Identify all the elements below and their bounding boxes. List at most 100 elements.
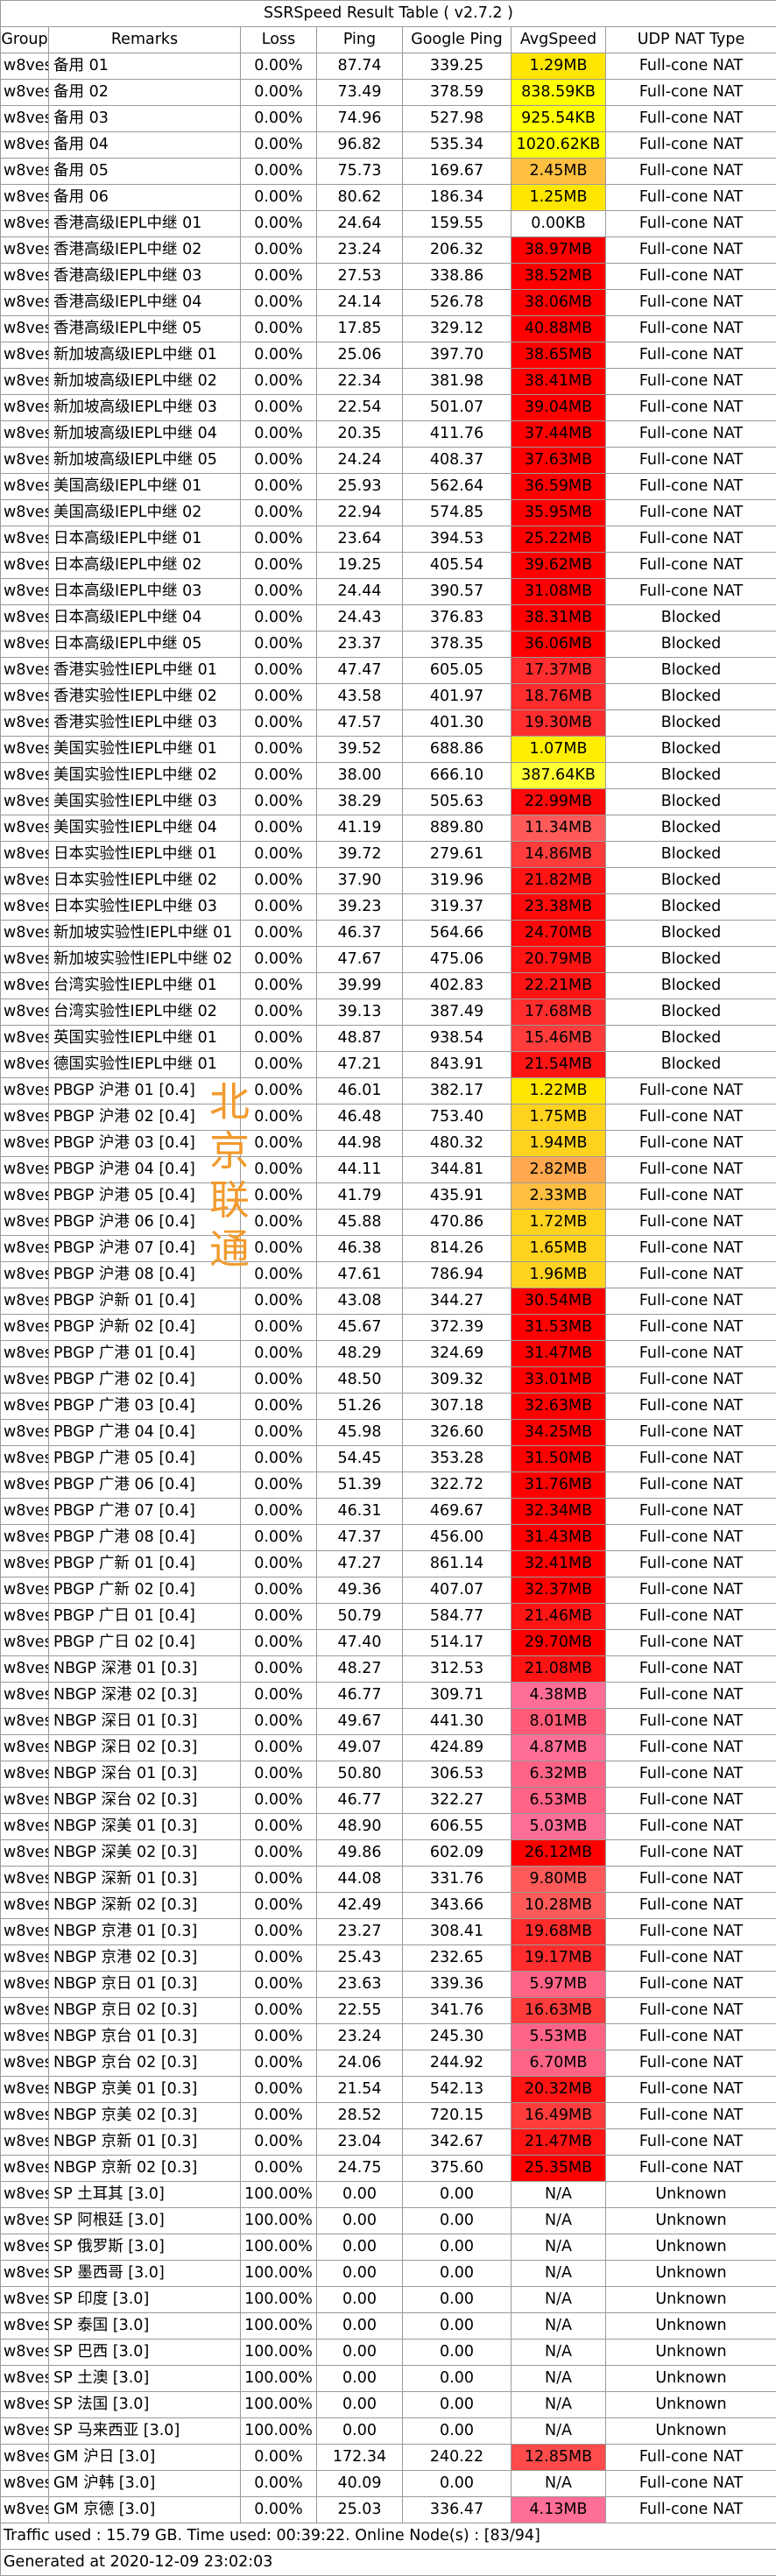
- cell-remarks: NBGP 京新 01 [0.3]: [49, 2129, 241, 2156]
- cell-remarks: PBGP 沪港 08 [0.4]: [49, 1262, 241, 1288]
- cell-google-ping: 232.65: [403, 1945, 511, 1972]
- cell-avg-speed: 40.88MB: [511, 316, 606, 342]
- cell-loss: 0.00%: [241, 921, 317, 947]
- cell-google-ping: 0.00: [403, 2182, 511, 2208]
- cell-remarks: GM 沪韩 [3.0]: [49, 2471, 241, 2497]
- cell-udp-nat-type: Blocked: [606, 868, 776, 894]
- cell-ping: 23.24: [317, 2024, 403, 2050]
- cell-ping: 24.44: [317, 579, 403, 605]
- cell-ping: 47.67: [317, 947, 403, 973]
- cell-loss: 0.00%: [241, 1052, 317, 1078]
- cell-remarks: 香港高级IEPL中继 01: [49, 211, 241, 237]
- cell-avg-speed: 6.32MB: [511, 1761, 606, 1788]
- cell-group: w8ves: [1, 868, 49, 894]
- cell-loss: 0.00%: [241, 789, 317, 815]
- cell-group: w8ves: [1, 605, 49, 632]
- cell-remarks: PBGP 沪新 01 [0.4]: [49, 1288, 241, 1315]
- cell-udp-nat-type: Blocked: [606, 894, 776, 921]
- cell-udp-nat-type: Full-cone NAT: [606, 579, 776, 605]
- cell-loss: 0.00%: [241, 1026, 317, 1052]
- cell-remarks: PBGP 广港 02 [0.4]: [49, 1367, 241, 1394]
- cell-ping: 75.73: [317, 159, 403, 185]
- cell-group: w8ves: [1, 842, 49, 868]
- cell-udp-nat-type: Full-cone NAT: [606, 526, 776, 553]
- cell-udp-nat-type: Full-cone NAT: [606, 1446, 776, 1472]
- cell-remarks: 美国实验性IEPL中继 02: [49, 763, 241, 789]
- footer-row-generated: Generated at 2020-12-09 23:02:03: [1, 2550, 776, 2576]
- cell-ping: 38.00: [317, 763, 403, 789]
- cell-ping: 45.67: [317, 1315, 403, 1341]
- cell-udp-nat-type: Full-cone NAT: [606, 1735, 776, 1761]
- cell-google-ping: 244.92: [403, 2050, 511, 2077]
- cell-loss: 0.00%: [241, 579, 317, 605]
- cell-udp-nat-type: Full-cone NAT: [606, 185, 776, 211]
- cell-loss: 0.00%: [241, 1341, 317, 1367]
- cell-avg-speed: 9.80MB: [511, 1867, 606, 1893]
- cell-avg-speed: 4.13MB: [511, 2497, 606, 2523]
- cell-udp-nat-type: Full-cone NAT: [606, 80, 776, 106]
- cell-udp-nat-type: Full-cone NAT: [606, 1210, 776, 1236]
- cell-ping: 47.37: [317, 1525, 403, 1551]
- cell-loss: 100.00%: [241, 2418, 317, 2445]
- cell-loss: 0.00%: [241, 1288, 317, 1315]
- cell-group: w8ves: [1, 1052, 49, 1078]
- cell-avg-speed: 1.94MB: [511, 1131, 606, 1157]
- cell-loss: 0.00%: [241, 2103, 317, 2129]
- cell-google-ping: 861.14: [403, 1551, 511, 1577]
- cell-loss: 0.00%: [241, 1446, 317, 1472]
- cell-avg-speed: 4.38MB: [511, 1683, 606, 1709]
- cell-remarks: SP 墨西哥 [3.0]: [49, 2261, 241, 2287]
- cell-loss: 0.00%: [241, 658, 317, 684]
- cell-ping: 43.08: [317, 1288, 403, 1315]
- cell-udp-nat-type: Full-cone NAT: [606, 2445, 776, 2471]
- cell-avg-speed: 17.68MB: [511, 999, 606, 1026]
- cell-udp-nat-type: Blocked: [606, 658, 776, 684]
- cell-udp-nat-type: Full-cone NAT: [606, 1131, 776, 1157]
- cell-avg-speed: 30.54MB: [511, 1288, 606, 1315]
- cell-udp-nat-type: Full-cone NAT: [606, 2050, 776, 2077]
- cell-ping: 39.72: [317, 842, 403, 868]
- cell-remarks: PBGP 广港 03 [0.4]: [49, 1394, 241, 1420]
- cell-avg-speed: 31.47MB: [511, 1341, 606, 1367]
- cell-ping: 44.08: [317, 1867, 403, 1893]
- cell-avg-speed: 387.64KB: [511, 763, 606, 789]
- cell-group: w8ves: [1, 185, 49, 211]
- cell-udp-nat-type: Full-cone NAT: [606, 1499, 776, 1525]
- cell-group: w8ves: [1, 684, 49, 710]
- cell-group: w8ves: [1, 1525, 49, 1551]
- cell-remarks: 日本高级IEPL中继 05: [49, 632, 241, 658]
- cell-loss: 0.00%: [241, 1210, 317, 1236]
- cell-group: w8ves: [1, 1683, 49, 1709]
- cell-avg-speed: 37.44MB: [511, 421, 606, 448]
- cell-google-ping: 390.57: [403, 579, 511, 605]
- cell-avg-speed: 19.17MB: [511, 1945, 606, 1972]
- cell-remarks: 香港高级IEPL中继 04: [49, 290, 241, 316]
- cell-ping: 46.01: [317, 1078, 403, 1105]
- cell-ping: 19.25: [317, 553, 403, 579]
- cell-remarks: NBGP 深新 01 [0.3]: [49, 1867, 241, 1893]
- cell-udp-nat-type: Unknown: [606, 2208, 776, 2234]
- cell-udp-nat-type: Blocked: [606, 789, 776, 815]
- cell-loss: 0.00%: [241, 1078, 317, 1105]
- cell-ping: 17.85: [317, 316, 403, 342]
- cell-group: w8ves: [1, 2261, 49, 2287]
- cell-loss: 0.00%: [241, 1394, 317, 1420]
- cell-remarks: 新加坡高级IEPL中继 02: [49, 369, 241, 395]
- cell-remarks: PBGP 广港 07 [0.4]: [49, 1499, 241, 1525]
- cell-google-ping: 456.00: [403, 1525, 511, 1551]
- cell-avg-speed: 32.34MB: [511, 1499, 606, 1525]
